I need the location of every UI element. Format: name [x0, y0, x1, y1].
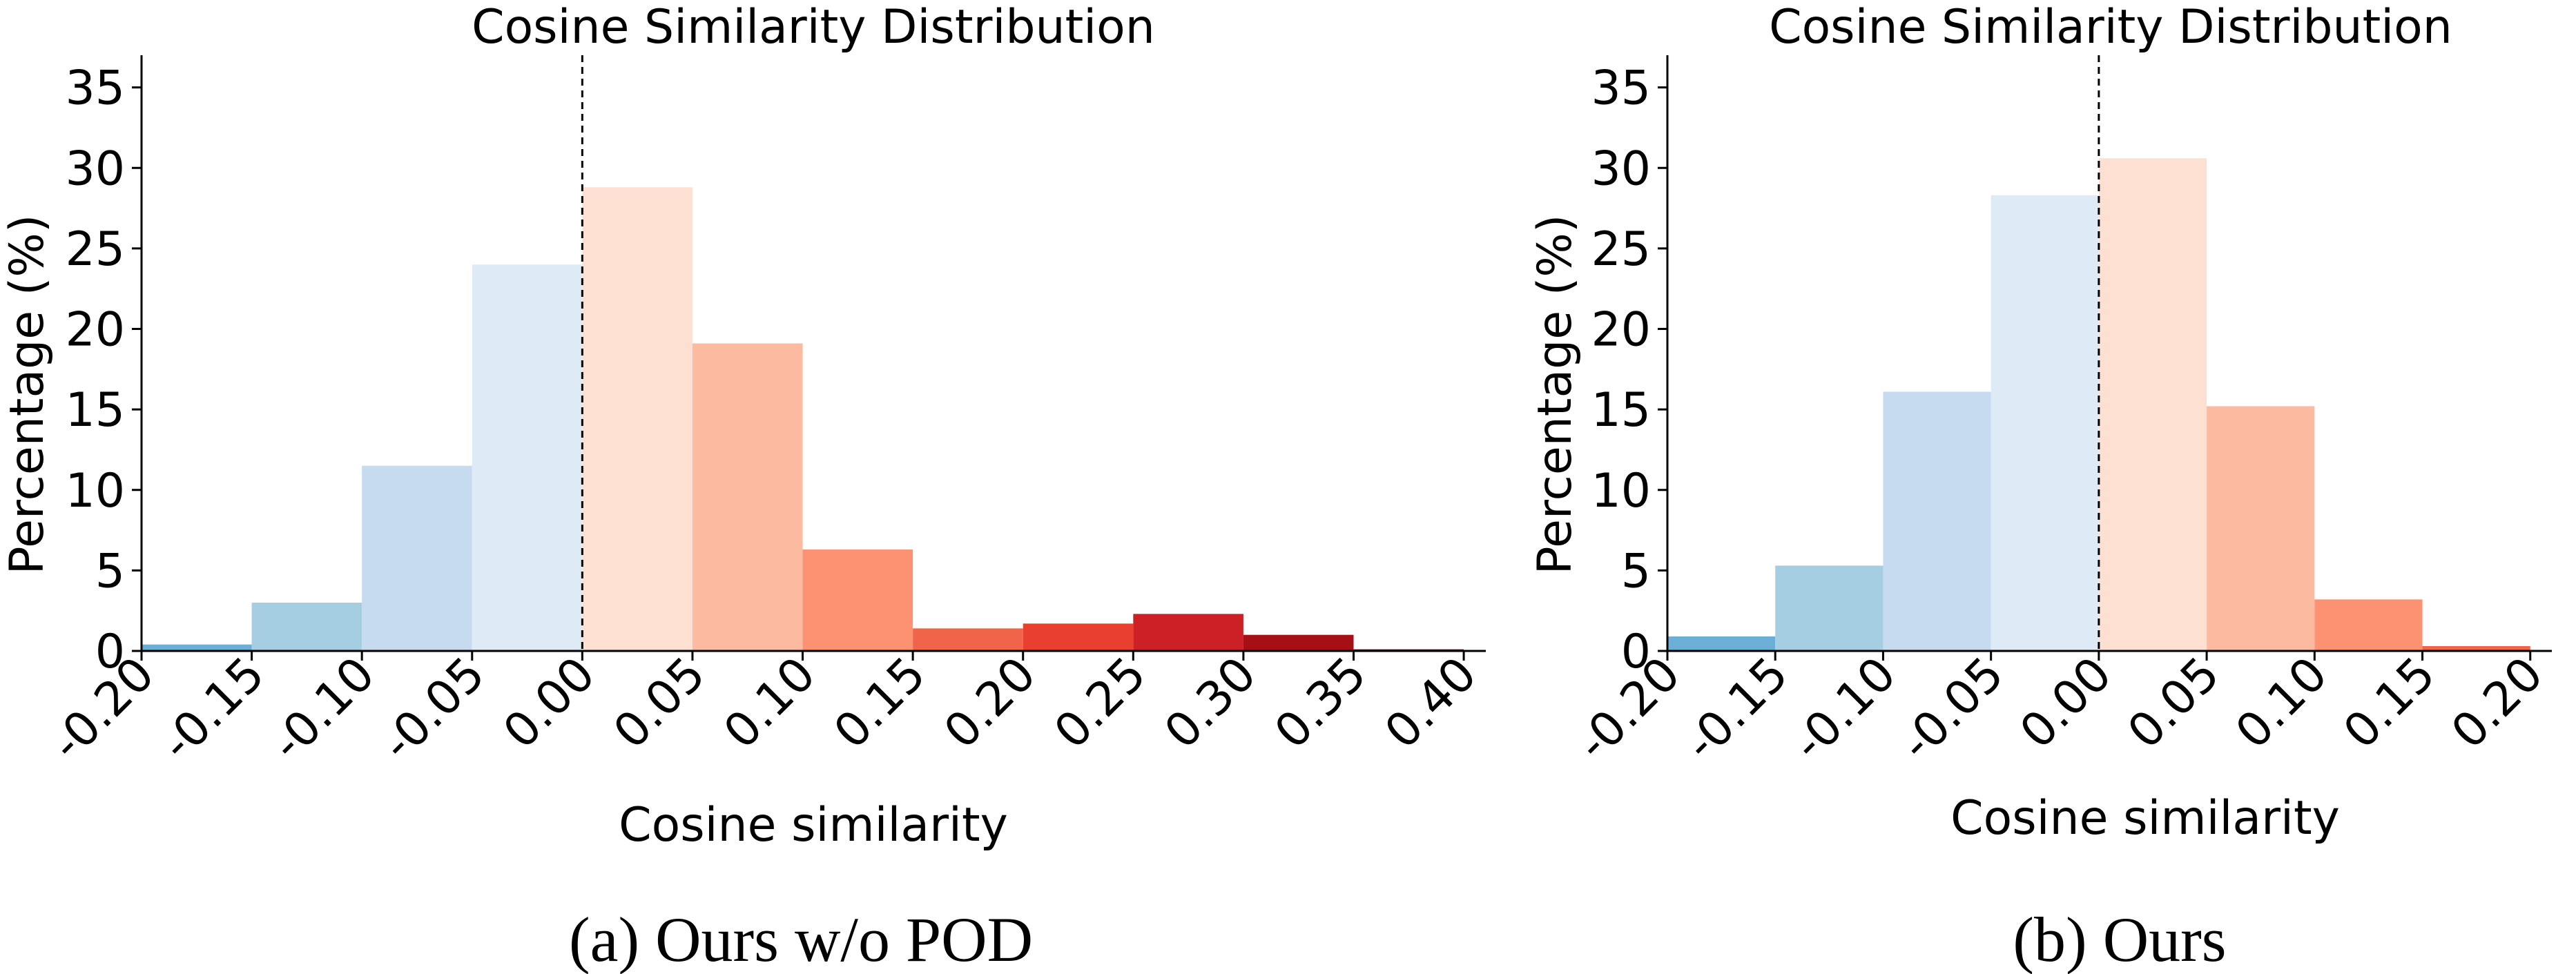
- y-tick-label-0: 0: [1621, 625, 1651, 679]
- chart-a-ours-without-pod: 05101520253035-0.20-0.15-0.10-0.050.000.…: [0, 0, 1487, 974]
- histogram-bar-7: [913, 628, 1023, 651]
- y-tick-label-0: 0: [95, 625, 125, 679]
- histogram-bar-9: [1133, 614, 1243, 651]
- histogram-bar-10: [1243, 634, 1354, 651]
- histogram-bar-6: [802, 549, 913, 651]
- x-tick-label-5: 0.05: [603, 647, 716, 759]
- histogram-bar-0: [142, 644, 252, 651]
- x-tick-label-7: 0.15: [2334, 647, 2446, 759]
- x-tick-label-9: 0.25: [1044, 647, 1156, 759]
- histogram-bar-0: [1667, 636, 1776, 651]
- y-tick-label-6: 30: [1591, 142, 1651, 196]
- histogram-bar-3: [1991, 195, 2099, 651]
- histogram-bar-5: [2207, 406, 2315, 651]
- x-tick-label-8: 0.20: [934, 647, 1047, 759]
- x-axis-label: Cosine similarity: [619, 798, 1008, 853]
- figure-caption: (b) Ours: [2013, 904, 2226, 974]
- histogram-bar-2: [362, 465, 472, 651]
- histogram-bar-2: [1883, 391, 1991, 651]
- x-tick-label-6: 0.10: [714, 647, 826, 759]
- x-tick-label-5: 0.05: [2118, 647, 2230, 759]
- x-tick-label-12: 0.40: [1375, 647, 1487, 759]
- histogram-bar-4: [2098, 158, 2207, 651]
- x-tick-label-10: 0.30: [1154, 647, 1267, 759]
- y-tick-label-4: 20: [65, 303, 125, 358]
- y-tick-label-4: 20: [1591, 303, 1651, 358]
- x-tick-label-8: 0.20: [2441, 647, 2554, 759]
- y-tick-label-5: 25: [1591, 222, 1651, 277]
- histogram-bar-1: [251, 603, 362, 651]
- x-axis-label: Cosine similarity: [1950, 791, 2340, 846]
- histogram-bar-7: [2422, 646, 2530, 651]
- figure-caption: (a) Ours w/o POD: [569, 904, 1033, 974]
- chart-title: Cosine Similarity Distribution: [1769, 0, 2452, 55]
- histogram-bar-5: [692, 343, 803, 651]
- x-tick-label-11: 0.35: [1265, 647, 1377, 759]
- y-tick-label-6: 30: [65, 142, 125, 196]
- histogram-bar-6: [2314, 599, 2423, 651]
- histogram-bar-4: [582, 187, 693, 651]
- y-tick-label-2: 10: [1591, 464, 1651, 518]
- x-tick-label-2: -0.10: [261, 647, 385, 771]
- x-tick-label-1: -0.15: [1674, 647, 1799, 771]
- x-tick-label-7: 0.15: [824, 647, 936, 759]
- y-tick-label-5: 25: [65, 222, 125, 277]
- y-tick-label-3: 15: [65, 383, 125, 438]
- y-tick-label-7: 35: [65, 61, 125, 116]
- x-tick-label-3: -0.05: [371, 647, 496, 771]
- chart-b-ours: 05101520253035-0.20-0.15-0.10-0.050.000.…: [1528, 0, 2554, 974]
- y-tick-label-7: 35: [1591, 61, 1651, 116]
- y-axis-label: Percentage (%): [1528, 215, 1582, 575]
- histogram-bar-1: [1775, 565, 1883, 651]
- x-tick-label-6: 0.10: [2225, 647, 2338, 759]
- x-tick-label-1: -0.15: [151, 647, 275, 771]
- y-tick-label-3: 15: [1591, 383, 1651, 438]
- histogram-bar-8: [1023, 623, 1134, 651]
- x-tick-label-3: -0.05: [1890, 647, 2014, 771]
- y-tick-label-1: 5: [1621, 544, 1651, 598]
- x-tick-label-2: -0.10: [1782, 647, 1906, 771]
- y-tick-label-2: 10: [65, 464, 125, 518]
- y-tick-label-1: 5: [95, 544, 125, 598]
- x-tick-label-4: 0.00: [493, 647, 606, 759]
- chart-title: Cosine Similarity Distribution: [472, 0, 1155, 55]
- x-tick-label-4: 0.00: [2010, 647, 2122, 759]
- histogram-bar-3: [472, 264, 583, 652]
- y-axis-label: Percentage (%): [0, 215, 55, 575]
